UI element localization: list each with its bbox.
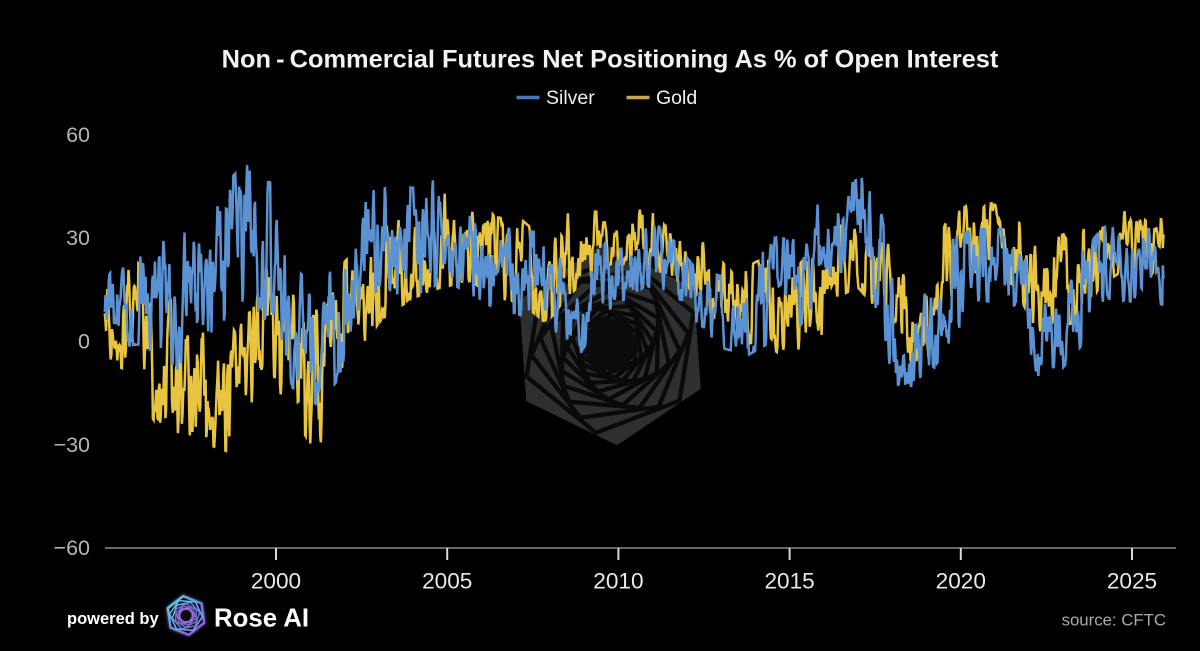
svg-text:0: 0 bbox=[78, 330, 90, 354]
svg-text:2015: 2015 bbox=[764, 569, 814, 594]
svg-text:Gold: Gold bbox=[656, 87, 697, 109]
svg-text:60: 60 bbox=[66, 123, 90, 147]
svg-text:Silver: Silver bbox=[546, 87, 595, 109]
svg-text:Non - Commercial Futures Net P: Non - Commercial Futures Net Positioning… bbox=[222, 46, 999, 74]
svg-text:2005: 2005 bbox=[422, 569, 472, 594]
svg-text:30: 30 bbox=[66, 226, 90, 250]
svg-text:2000: 2000 bbox=[251, 569, 301, 594]
svg-text:2025: 2025 bbox=[1107, 569, 1157, 594]
svg-text:Rose AI: Rose AI bbox=[214, 605, 309, 633]
svg-text:2010: 2010 bbox=[593, 569, 643, 594]
svg-text:2020: 2020 bbox=[936, 569, 986, 594]
svg-text:−60: −60 bbox=[54, 536, 91, 560]
svg-text:−30: −30 bbox=[54, 433, 91, 457]
svg-text:powered by: powered by bbox=[67, 610, 160, 628]
svg-text:source: CFTC: source: CFTC bbox=[1062, 611, 1166, 630]
